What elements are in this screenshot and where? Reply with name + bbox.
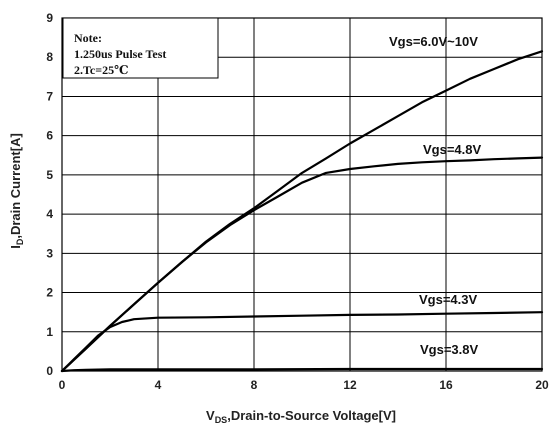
series-label: Vgs=4.8V (423, 142, 482, 157)
y-tick-label: 4 (46, 207, 53, 221)
plot-frame (61, 17, 543, 372)
x-tick-label: 20 (535, 378, 549, 392)
series-label: Vgs=3.8V (420, 342, 479, 357)
y-axis-title: ID,Drain Current[A] (8, 133, 25, 249)
y-axis-title-sub: D (15, 238, 25, 245)
x-tick-label: 16 (439, 378, 453, 392)
y-tick-label: 8 (46, 50, 53, 64)
series-line (60, 50, 544, 373)
series-line (60, 156, 544, 373)
note-line-1: 1.250us Pulse Test (74, 47, 166, 61)
y-tick-label: 0 (46, 364, 53, 378)
x-axis-title: VDS,Drain-to-Source Voltage[V] (206, 408, 396, 425)
x-tick-label: 12 (343, 378, 357, 392)
note-line-2: 2.Tc=25℃ (74, 63, 128, 77)
x-axis-title-sub: DS (215, 415, 228, 425)
note-title: Note: (74, 31, 102, 45)
y-tick-label: 5 (46, 168, 53, 182)
note-box: Note: 1.250us Pulse Test 2.Tc=25℃ (62, 17, 219, 79)
series-line (60, 311, 544, 373)
x-axis-title-rest: ,Drain-to-Source Voltage[V] (227, 408, 396, 423)
x-tick-label: 4 (155, 378, 162, 392)
x-axis-title-main: V (206, 408, 215, 423)
y-tick-label: 6 (46, 129, 53, 143)
series-label: Vgs=4.3V (419, 292, 478, 307)
x-tick-label: 0 (59, 378, 66, 392)
series-line (60, 367, 544, 373)
y-tick-label: 7 (46, 89, 53, 103)
y-tick-label: 9 (46, 11, 53, 25)
series-layer (60, 50, 544, 373)
label-layer: Vgs=6.0V~10V Vgs=4.8V Vgs=4.3V Vgs=3.8V (389, 34, 482, 357)
x-tick-label: 8 (251, 378, 258, 392)
y-tick-label: 2 (46, 286, 53, 300)
y-tick-label: 3 (46, 246, 53, 260)
series-label: Vgs=6.0V~10V (389, 34, 478, 49)
y-axis-title-main: I (8, 245, 23, 249)
y-tick-label: 1 (46, 325, 53, 339)
y-axis-title-rest: ,Drain Current[A] (8, 133, 23, 238)
